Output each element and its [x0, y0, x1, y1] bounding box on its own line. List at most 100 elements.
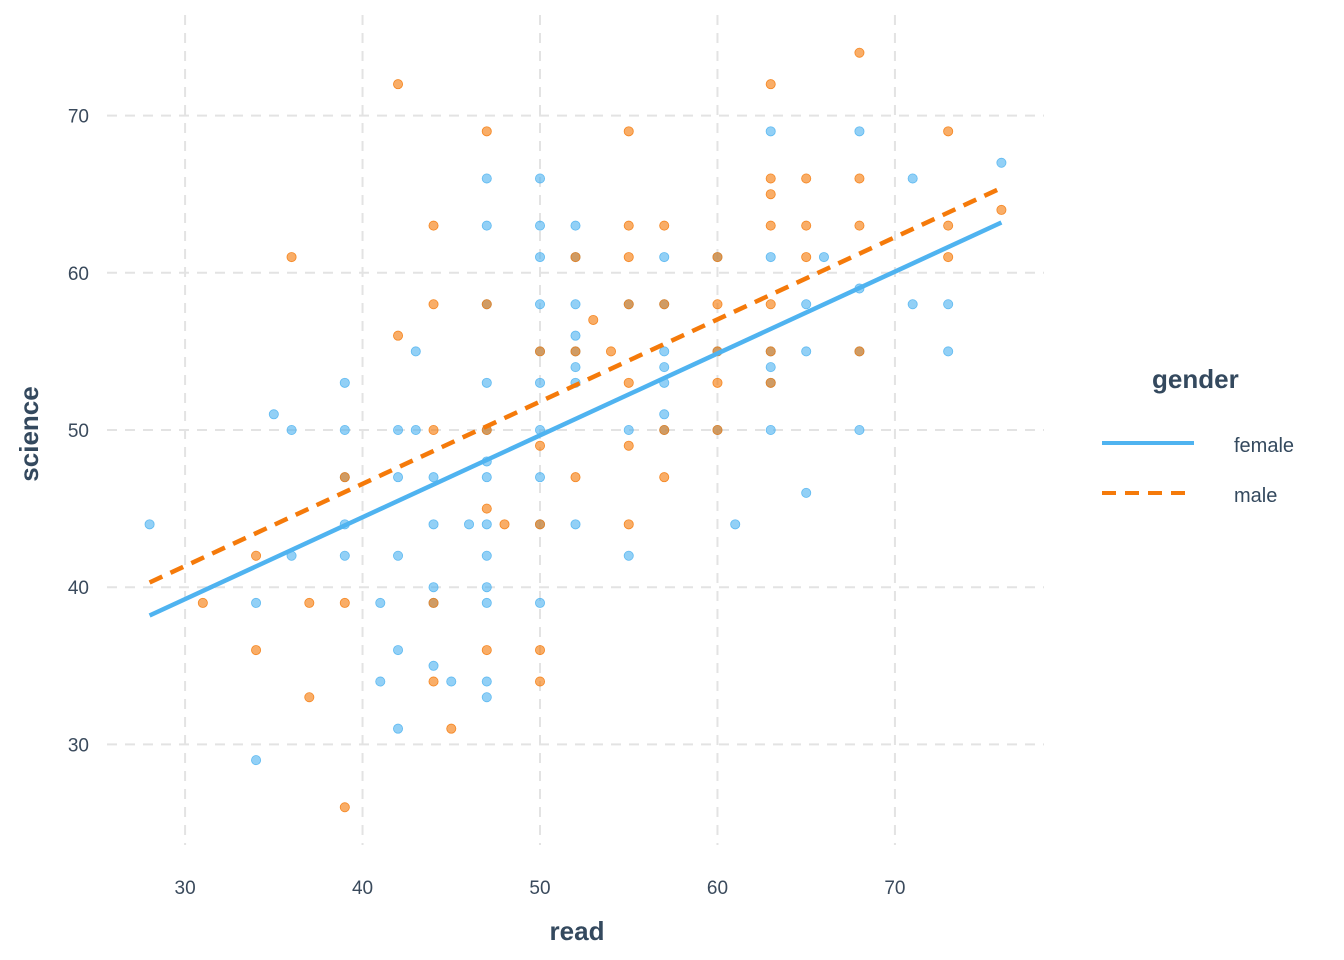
point-female	[801, 487, 812, 498]
x-axis-title: read	[550, 916, 605, 946]
point-female	[535, 173, 546, 184]
point-male	[197, 597, 208, 608]
point-male	[428, 597, 439, 608]
point-female	[535, 472, 546, 483]
point-male	[712, 424, 723, 435]
point-male	[659, 220, 670, 231]
point-female	[410, 424, 421, 435]
point-female	[286, 424, 297, 435]
y-tick-label-50: 50	[68, 421, 89, 442]
point-male	[765, 79, 776, 90]
y-tick-label-60: 60	[68, 264, 89, 285]
point-male	[659, 472, 670, 483]
point-female	[943, 299, 954, 310]
point-female	[393, 550, 404, 561]
point-female	[481, 692, 492, 703]
point-female	[428, 472, 439, 483]
point-female	[464, 519, 475, 530]
point-male	[712, 299, 723, 310]
point-female	[765, 362, 776, 373]
x-tick-label-50: 50	[529, 878, 550, 899]
point-female	[854, 126, 865, 137]
point-female	[854, 424, 865, 435]
point-male	[801, 173, 812, 184]
point-male	[623, 252, 634, 263]
point-male	[801, 220, 812, 231]
point-male	[854, 220, 865, 231]
point-male	[286, 252, 297, 263]
point-male	[623, 220, 634, 231]
point-male	[659, 424, 670, 435]
point-female	[393, 472, 404, 483]
point-female	[339, 377, 350, 388]
point-female	[801, 299, 812, 310]
point-female	[428, 582, 439, 593]
point-male	[304, 597, 315, 608]
point-female	[943, 346, 954, 357]
point-female	[428, 519, 439, 530]
point-male	[943, 126, 954, 137]
grid	[107, 15, 1044, 845]
fit-line-male	[148, 185, 1003, 585]
point-male	[765, 377, 776, 388]
point-male	[854, 47, 865, 58]
point-male	[765, 220, 776, 231]
point-male	[943, 220, 954, 231]
point-male	[481, 503, 492, 514]
point-male	[765, 299, 776, 310]
point-male	[304, 692, 315, 703]
point-female	[765, 126, 776, 137]
point-female	[659, 362, 670, 373]
point-female	[481, 582, 492, 593]
point-male	[765, 346, 776, 357]
point-female	[375, 597, 386, 608]
point-male	[535, 440, 546, 451]
point-female	[393, 723, 404, 734]
point-male	[570, 252, 581, 263]
point-female	[801, 346, 812, 357]
point-male	[535, 676, 546, 687]
legend-title: gender	[1152, 364, 1239, 394]
point-male	[623, 126, 634, 137]
point-female	[481, 597, 492, 608]
point-female	[393, 424, 404, 435]
y-tick-label-70: 70	[68, 107, 89, 128]
point-female	[535, 597, 546, 608]
x-tick-label-30: 30	[175, 878, 196, 899]
point-male	[996, 204, 1007, 215]
point-male	[535, 645, 546, 656]
point-female	[570, 362, 581, 373]
point-male	[801, 252, 812, 263]
point-male	[446, 723, 457, 734]
point-male	[499, 519, 510, 530]
fit-line-female	[148, 220, 1003, 618]
point-male	[943, 252, 954, 263]
point-male	[765, 173, 776, 184]
point-female	[570, 330, 581, 341]
data-points	[144, 47, 1007, 813]
point-male	[623, 299, 634, 310]
point-male	[570, 346, 581, 357]
x-tick-label-40: 40	[352, 878, 373, 899]
fit-lines	[148, 185, 1003, 618]
point-male	[428, 299, 439, 310]
tick-labels: 30 40 50 60 70 30 40 50 60 70	[68, 107, 906, 899]
point-female	[535, 220, 546, 231]
point-male	[481, 299, 492, 310]
point-female	[268, 409, 279, 420]
point-male	[339, 597, 350, 608]
point-female	[481, 173, 492, 184]
point-female	[481, 519, 492, 530]
point-male	[535, 519, 546, 530]
point-female	[446, 676, 457, 687]
point-female	[481, 676, 492, 687]
point-female	[659, 409, 670, 420]
point-male	[659, 299, 670, 310]
point-female	[410, 346, 421, 357]
point-female	[623, 424, 634, 435]
point-male	[535, 346, 546, 357]
point-male	[623, 519, 634, 530]
point-male	[605, 346, 616, 357]
point-female	[659, 252, 670, 263]
